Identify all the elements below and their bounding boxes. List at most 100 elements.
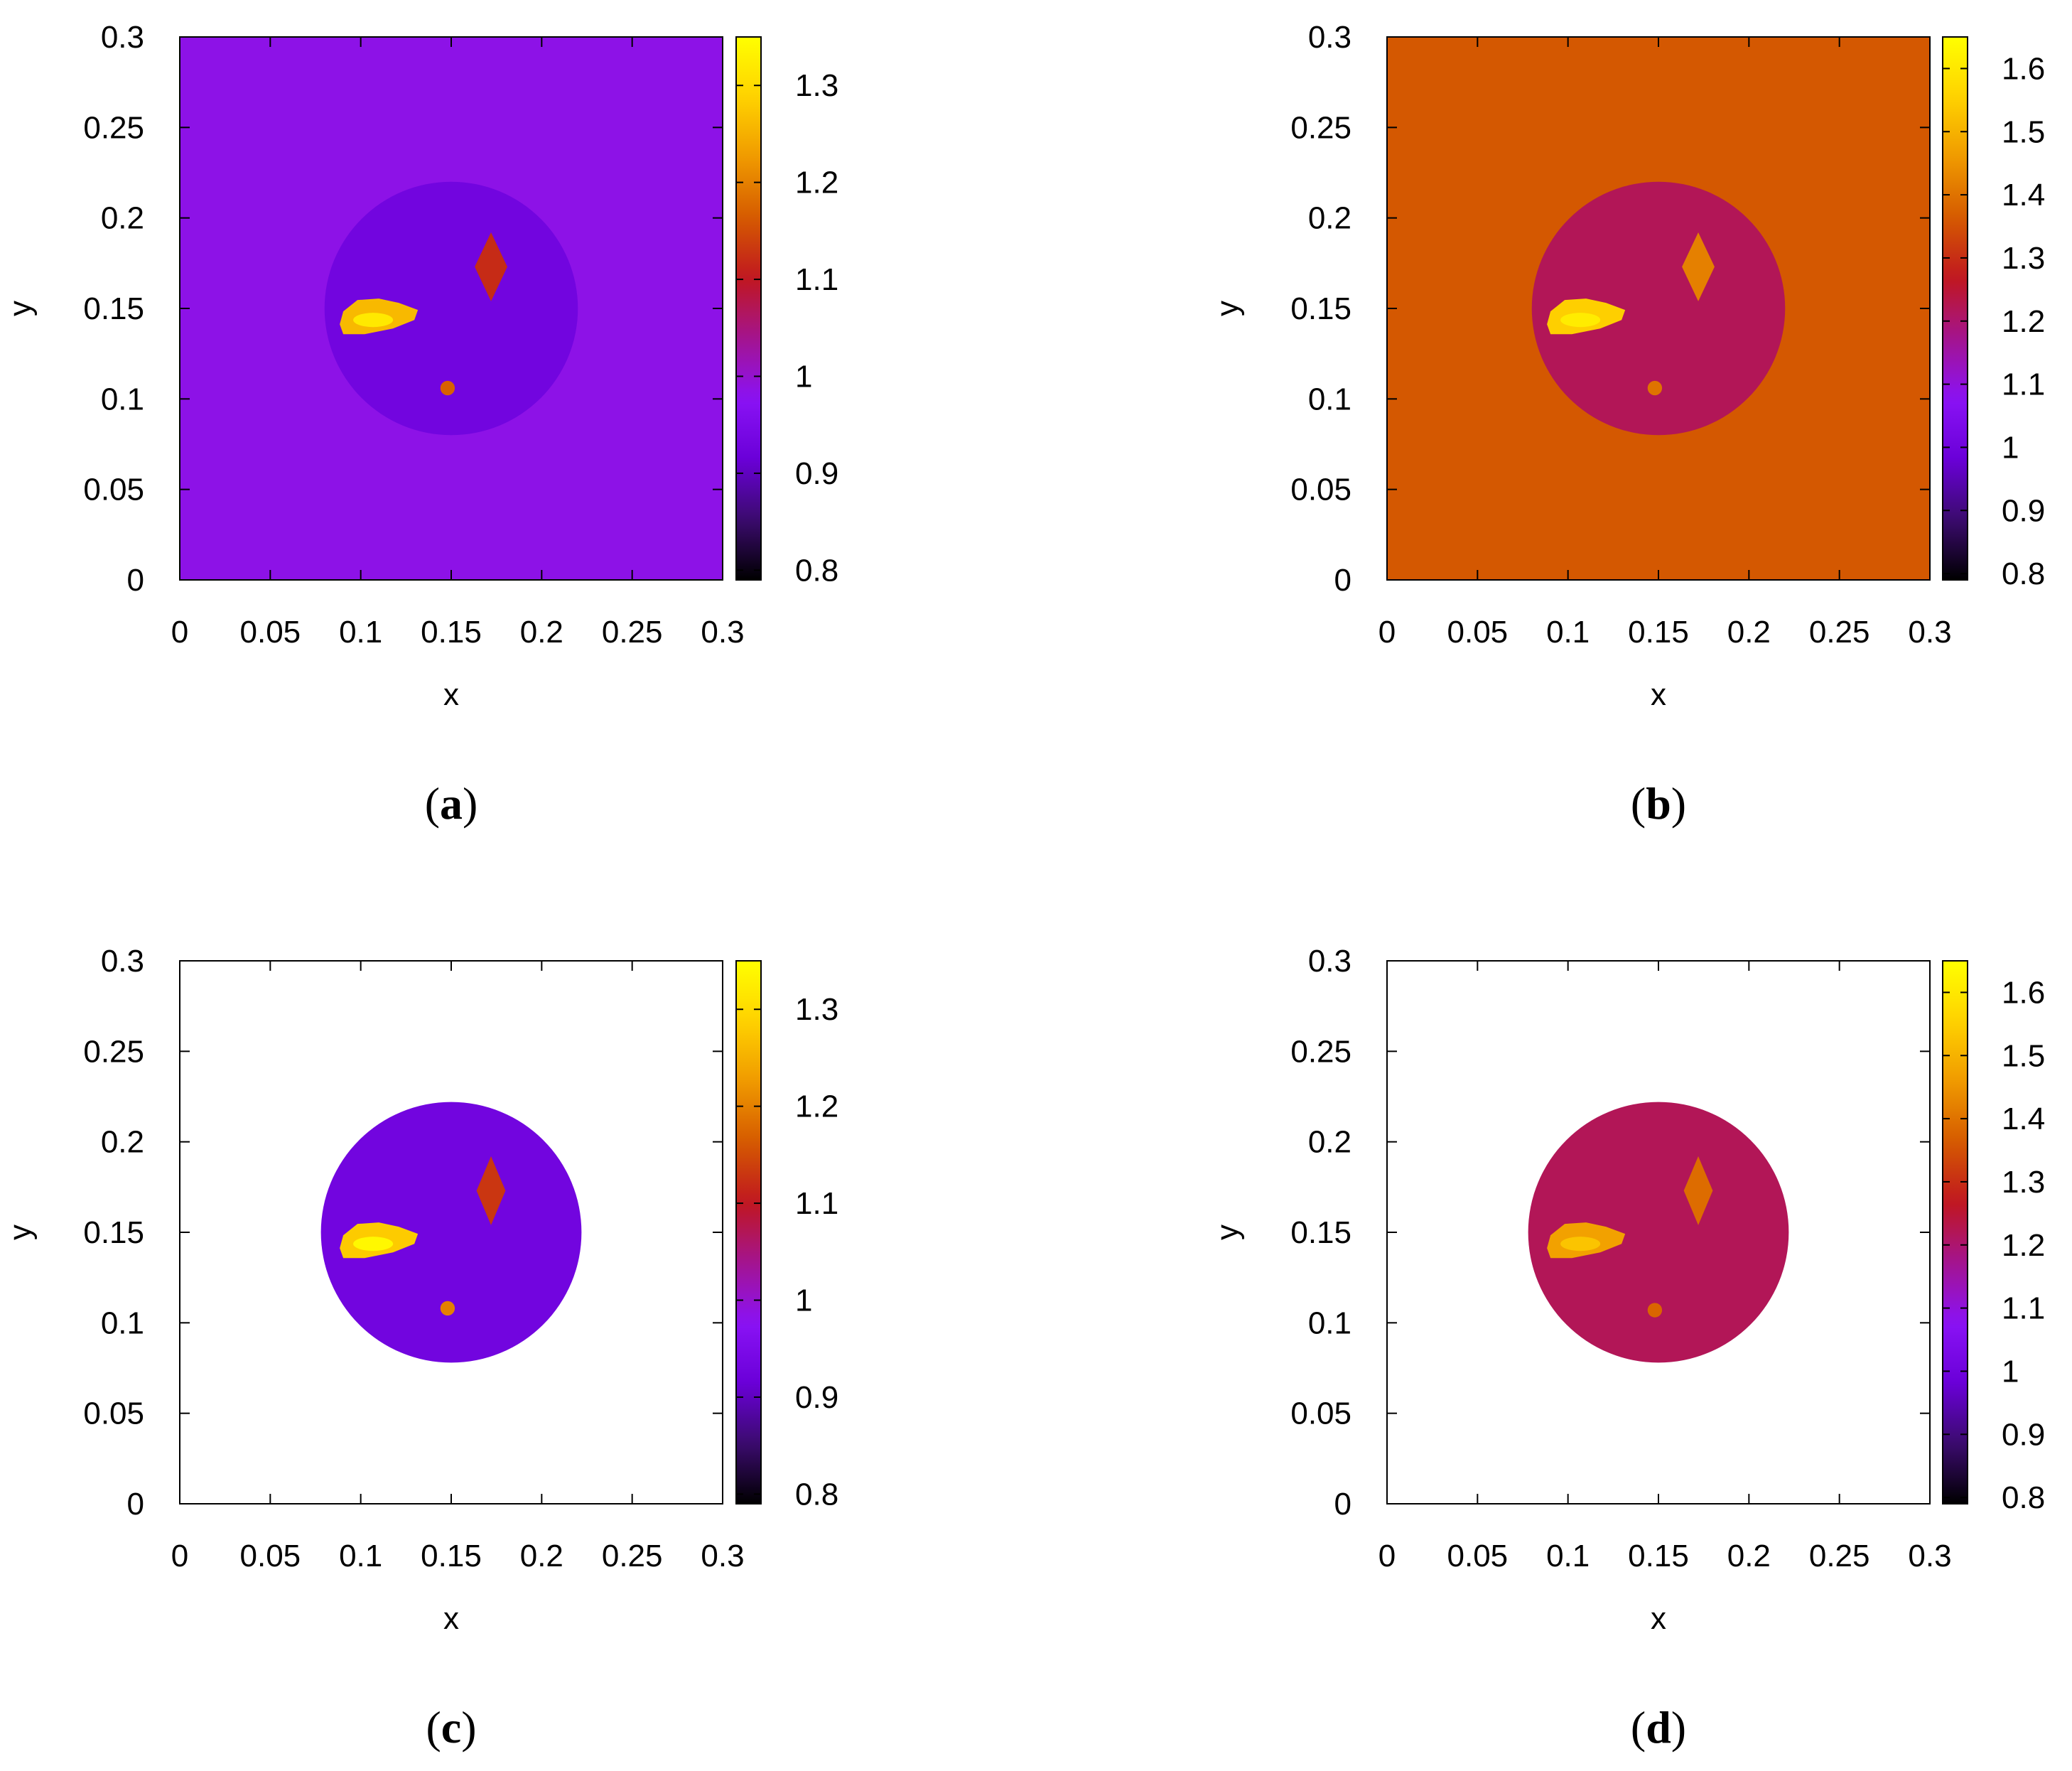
colorbar-tick-label: 1.3 — [795, 68, 838, 103]
panel-caption: (c) — [426, 1702, 476, 1753]
colorbar-tick-label: 0.9 — [2002, 493, 2045, 528]
x-tick-label: 0.25 — [1809, 1539, 1870, 1573]
y-tick-label: 0.3 — [1308, 20, 1351, 55]
y-axis-label: y — [1210, 1224, 1245, 1240]
x-tick-label: 0.1 — [339, 1539, 382, 1573]
x-tick-label: 0.15 — [1628, 615, 1689, 650]
colorbar-tick-label: 1.1 — [795, 262, 838, 297]
y-tick-label: 0.15 — [1290, 1215, 1351, 1250]
colorbar-tick-label: 1 — [2002, 430, 2019, 465]
x-tick-label: 0.3 — [701, 1539, 744, 1573]
y-tick-label: 0.1 — [101, 1306, 144, 1340]
x-tick-label: 0.3 — [1908, 1539, 1951, 1573]
colorbar — [1942, 36, 1968, 581]
inclusion-spot — [1647, 1303, 1663, 1318]
inclusion-diamond — [475, 232, 507, 301]
colorbar-tick-label: 1.4 — [2002, 1102, 2045, 1136]
caption-paren: ) — [1671, 778, 1686, 829]
panel-caption: (b) — [1631, 778, 1686, 829]
inclusion-diamond — [1682, 232, 1715, 301]
y-tick-label: 0.2 — [101, 201, 144, 236]
inclusion-blob-core — [1560, 1237, 1601, 1251]
colorbar-tick-label: 0.9 — [2002, 1417, 2045, 1452]
x-tick-label: 0.05 — [1447, 1539, 1509, 1573]
y-tick-label: 0.2 — [101, 1125, 144, 1160]
caption-letter: a — [440, 778, 463, 829]
x-tick-label: 0.1 — [1546, 1539, 1590, 1573]
x-axis-label: x — [443, 677, 459, 712]
inclusion-disk — [324, 181, 578, 436]
inclusion-disk — [1528, 1102, 1789, 1363]
colorbar-tick-label: 0.8 — [2002, 556, 2045, 591]
caption-letter: b — [1646, 778, 1671, 829]
colorbar-tick-label: 1.3 — [2002, 241, 2045, 276]
inclusion-spot — [440, 1301, 455, 1316]
x-tick-label: 0 — [171, 1539, 188, 1573]
caption-paren: ) — [463, 778, 477, 829]
y-tick-label: 0.15 — [83, 1215, 144, 1250]
y-tick-label: 0.05 — [83, 473, 144, 507]
colorbar-tick-label: 1.5 — [2002, 1038, 2045, 1073]
x-tick-label: 0.25 — [602, 1539, 663, 1573]
colorbar-tick-label: 1.1 — [2002, 367, 2045, 402]
y-tick-label: 0.15 — [1290, 291, 1351, 326]
caption-paren: ( — [426, 1702, 441, 1753]
x-tick-label: 0.2 — [520, 615, 563, 650]
y-axis-label: y — [3, 1224, 38, 1240]
panel-c: 0 0.05 0.1 0.15 0.2 0.25 0.3 0 0.05 0.1 0.15 0.2 0.2… — [3, 944, 838, 1753]
x-tick-label: 0.25 — [1809, 615, 1870, 650]
panel-a: 0 0.05 0.1 0.15 0.2 0.25 0.3 0 0.05 0.1 0.15 0.2 0.2… — [3, 20, 838, 829]
x-tick-label: 0.1 — [1546, 615, 1590, 650]
caption-paren: ) — [1671, 1702, 1686, 1753]
colorbar-tick-label: 0.9 — [795, 456, 838, 491]
colorbar — [735, 960, 762, 1504]
y-tick-label: 0.25 — [83, 110, 144, 145]
colorbar-tick-label: 1.2 — [795, 1089, 838, 1124]
caption-paren: ) — [461, 1702, 476, 1753]
y-tick-label: 0.3 — [101, 20, 144, 55]
colorbar — [735, 36, 762, 581]
inclusion-disk — [320, 1102, 582, 1363]
colorbar-tick-label: 1.5 — [2002, 114, 2045, 149]
colorbar-tick-label: 1.6 — [2002, 51, 2045, 86]
y-tick-label: 0 — [127, 1487, 144, 1522]
inclusion-diamond — [476, 1156, 506, 1225]
colorbar-tick-label: 1.2 — [2002, 1228, 2045, 1263]
y-tick-label: 0.2 — [1308, 201, 1351, 236]
y-tick-label: 0.1 — [1308, 382, 1351, 416]
colorbar-tick-label: 1.4 — [2002, 178, 2045, 212]
x-axis-label: x — [1651, 677, 1666, 712]
inclusion-blob-core — [353, 313, 394, 328]
x-tick-label: 0.1 — [339, 615, 382, 650]
x-tick-label: 0.05 — [240, 1539, 301, 1573]
x-tick-label: 0.15 — [1628, 1539, 1689, 1573]
panel-b: 0 0.05 0.1 0.15 0.2 0.25 0.3 0 0.05 0.1 0.15 0.2 0.2… — [1210, 20, 2045, 829]
y-axis-label: y — [3, 301, 38, 316]
caption-letter: c — [441, 1702, 461, 1753]
x-tick-label: 0.05 — [1447, 615, 1509, 650]
panel-caption: (d) — [1631, 1702, 1686, 1753]
y-tick-label: 0.25 — [1290, 1034, 1351, 1069]
inclusion-disk — [1531, 181, 1786, 436]
colorbar-tick-label: 1.2 — [795, 166, 838, 200]
x-tick-label: 0 — [1378, 615, 1396, 650]
y-tick-label: 0.25 — [83, 1034, 144, 1069]
y-tick-label: 0.15 — [83, 291, 144, 326]
y-tick-label: 0 — [127, 563, 144, 598]
x-tick-label: 0.15 — [421, 1539, 482, 1573]
panel-d: 0 0.05 0.1 0.15 0.2 0.25 0.3 0 0.05 0.1 0.15 0.2 0.2… — [1210, 944, 2045, 1753]
colorbar-tick-label: 1 — [795, 1283, 812, 1318]
colorbar-tick-label: 1.2 — [2002, 304, 2045, 339]
colorbar-tick-label: 0.8 — [2002, 1480, 2045, 1515]
y-tick-label: 0 — [1334, 563, 1351, 598]
inclusion-blob-core — [1560, 313, 1601, 328]
x-tick-label: 0 — [171, 615, 188, 650]
x-tick-label: 0.15 — [421, 615, 482, 650]
x-tick-label: 0.3 — [1908, 615, 1951, 650]
colorbar-tick-label: 1 — [795, 360, 812, 394]
caption-paren: ( — [1631, 778, 1646, 829]
x-tick-label: 0.2 — [1727, 1539, 1771, 1573]
x-tick-label: 0.25 — [602, 615, 663, 650]
x-tick-label: 0.2 — [1727, 615, 1771, 650]
